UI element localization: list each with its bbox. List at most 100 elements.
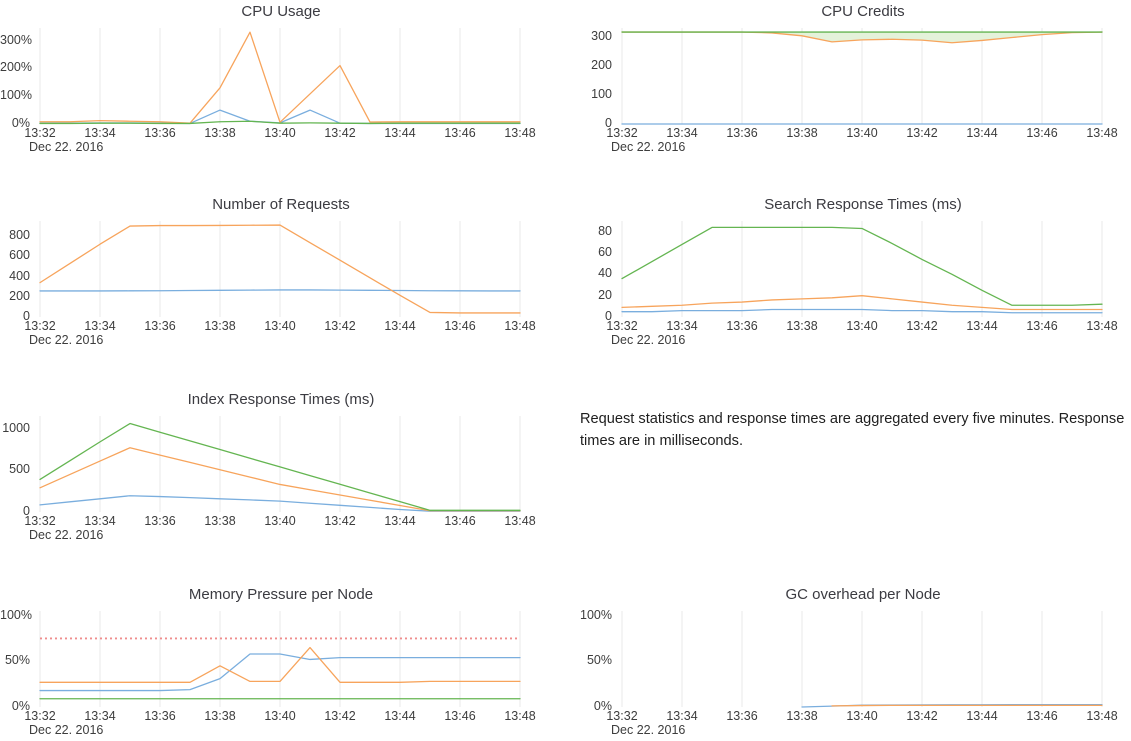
x-axis-date-label: Dec 22. 2016 — [611, 140, 686, 154]
y-axis-tick-label: 0 — [605, 116, 612, 130]
y-axis-tick-label: 40 — [598, 266, 612, 281]
x-axis-tick-label: 13:48 — [1086, 126, 1118, 140]
series-line-green — [39, 120, 521, 125]
chart-cpu-credits: CPU Credits 0 100 200 300 13:32 13:34 13:36 13:… — [566, 0, 1131, 188]
chart-title: GC overhead per Node — [785, 586, 941, 603]
y-axis-tick-label: 0 — [23, 309, 30, 323]
x-axis-tick-label: 13:48 — [504, 514, 536, 528]
chart-canvas — [621, 611, 1103, 708]
chart-memory-pressure-per-node: Memory Pressure per Node 0% 50% 100% 13:32 1… — [0, 583, 565, 741]
x-axis-tick-label: 13:40 — [264, 126, 296, 140]
x-axis-tick-label: 13:40 — [264, 514, 296, 528]
x-axis-tick-label: 13:36 — [726, 319, 758, 333]
x-axis-tick-label: 13:38 — [786, 709, 818, 723]
x-axis-tick-label: 13:32 — [606, 709, 638, 723]
chart-plot-area — [618, 610, 1108, 708]
x-axis-tick-label: 13:38 — [204, 319, 236, 333]
chart-title: CPU Usage — [241, 3, 321, 20]
x-axis-tick-label: 13:48 — [504, 319, 536, 333]
x-axis-tick-label: 13:44 — [966, 319, 998, 333]
chart-search-response-times: Search Response Times (ms) 0 20 40 60 80 13:3… — [566, 193, 1131, 381]
y-axis-tick-label: 300% — [0, 32, 32, 47]
x-axis-tick-label: 13:40 — [264, 709, 296, 723]
series-line-green — [39, 422, 521, 511]
series-line-orange — [39, 224, 521, 314]
x-axis-tick-label: 13:34 — [84, 514, 116, 528]
chart-canvas — [39, 221, 521, 317]
y-axis-tick-label: 100% — [0, 88, 32, 103]
x-axis-tick-label: 13:32 — [606, 126, 638, 140]
x-axis-tick-label: 13:46 — [444, 514, 476, 528]
y-axis-tick-label: 0 — [605, 309, 612, 323]
x-axis-tick-label: 13:32 — [24, 319, 56, 333]
x-axis-tick-label: 13:42 — [324, 126, 356, 140]
y-axis-tick-label: 800 — [9, 228, 30, 243]
y-axis-tick-label: 100% — [0, 607, 32, 622]
y-axis-tick-label: 80 — [598, 223, 612, 238]
chart-plot-area — [36, 220, 526, 318]
series-line-orange — [831, 704, 1103, 707]
y-axis-tick-label: 200% — [0, 60, 32, 75]
x-axis-tick-label: 13:38 — [204, 126, 236, 140]
x-axis-tick-label: 13:36 — [144, 514, 176, 528]
chart-plot-area — [36, 27, 526, 125]
x-axis-tick-label: 13:36 — [144, 709, 176, 723]
x-axis-tick-label: 13:40 — [846, 126, 878, 140]
chart-canvas — [39, 611, 521, 707]
x-axis-tick-label: 13:46 — [444, 126, 476, 140]
y-axis-tick-label: 200 — [591, 58, 612, 73]
x-axis-tick-label: 13:38 — [786, 126, 818, 140]
x-axis-tick-label: 13:42 — [324, 514, 356, 528]
x-axis-tick-label: 13:48 — [504, 709, 536, 723]
y-axis-tick-label: 400 — [9, 268, 30, 283]
chart-plot-area — [36, 415, 526, 513]
x-axis-tick-label: 13:44 — [966, 126, 998, 140]
series-line-blue — [39, 289, 521, 292]
x-axis-date-label: Dec 22. 2016 — [29, 333, 104, 347]
y-axis-tick-label: 0% — [11, 116, 30, 130]
x-axis-tick-label: 13:46 — [1026, 709, 1058, 723]
x-axis-tick-label: 13:42 — [906, 126, 938, 140]
x-axis-tick-label: 13:44 — [384, 319, 416, 333]
x-axis-tick-label: 13:42 — [324, 709, 356, 723]
x-axis-tick-label: 13:40 — [846, 319, 878, 333]
x-axis-date-label: Dec 22. 2016 — [29, 528, 104, 542]
x-axis-tick-label: 13:34 — [666, 319, 698, 333]
y-axis-tick-label: 0% — [593, 699, 612, 713]
x-axis-date-label: Dec 22. 2016 — [611, 723, 686, 737]
y-axis-tick-label: 500 — [9, 462, 30, 477]
x-axis-tick-label: 13:36 — [726, 709, 758, 723]
y-axis-tick-label: 60 — [598, 245, 612, 259]
y-axis-tick-label: 100% — [580, 607, 612, 622]
x-axis-tick-label: 13:48 — [504, 126, 536, 140]
x-axis-tick-label: 13:44 — [966, 709, 998, 723]
x-axis-tick-label: 13:40 — [264, 319, 296, 333]
x-axis-tick-label: 13:48 — [1086, 709, 1118, 723]
x-axis-tick-label: 13:46 — [1026, 319, 1058, 333]
series-line-blue — [39, 653, 521, 692]
x-axis-tick-label: 13:42 — [906, 319, 938, 333]
x-axis-tick-label: 13:44 — [384, 514, 416, 528]
x-axis-tick-label: 13:44 — [384, 126, 416, 140]
y-axis-tick-label: 50% — [4, 653, 30, 668]
x-axis-tick-label: 13:42 — [324, 319, 356, 333]
chart-title: Search Response Times (ms) — [764, 196, 962, 213]
series-line-orange — [39, 31, 521, 124]
chart-canvas — [39, 28, 521, 125]
x-axis-tick-label: 13:38 — [786, 319, 818, 333]
chart-canvas — [621, 221, 1103, 317]
x-axis-tick-label: 13:46 — [444, 709, 476, 723]
y-axis-tick-label: 20 — [598, 287, 612, 302]
x-axis-tick-label: 13:46 — [444, 319, 476, 333]
x-axis-date-label: Dec 22. 2016 — [29, 723, 104, 737]
chart-canvas — [621, 28, 1103, 125]
x-axis-tick-label: 13:48 — [1086, 319, 1118, 333]
chart-plot-area — [36, 610, 526, 708]
chart-cpu-usage: CPU Usage 0% 100% 200% 300% 13:32 13:34 13:36 1… — [0, 0, 565, 188]
x-axis-tick-label: 13:36 — [726, 126, 758, 140]
y-axis-tick-label: 100 — [591, 87, 612, 102]
x-axis-tick-label: 13:32 — [24, 126, 56, 140]
x-axis-tick-label: 13:32 — [24, 514, 56, 528]
x-axis-tick-label: 13:32 — [606, 319, 638, 333]
